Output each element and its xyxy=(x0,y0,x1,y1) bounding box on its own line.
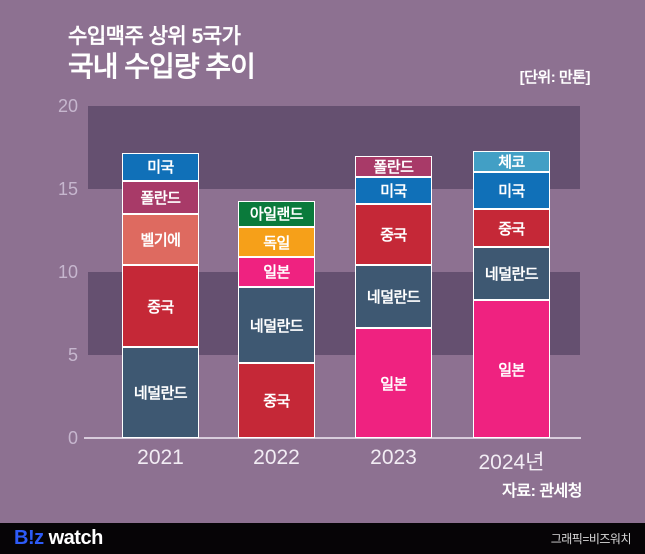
bar-segment: 네덜란드 xyxy=(122,346,199,438)
title-block: 수입맥주 상위 5국가 국내 수입량 추이 xyxy=(68,24,256,83)
footer-bar: B!z watch 그래픽=비즈워치 xyxy=(0,523,645,554)
bar-segment-label: 벨기에 xyxy=(140,232,181,250)
bar-segment: 폴란드 xyxy=(355,155,432,178)
stacked-bar-2022: 중국 네덜란드 일본 독일 아일랜드 xyxy=(238,200,315,438)
logo-biz-text: B!z xyxy=(14,527,44,549)
bar-segment-label: 일본 xyxy=(263,264,290,282)
bar-segment-label: 일본 xyxy=(498,361,525,379)
bar-segment: 미국 xyxy=(355,177,432,204)
y-axis-tick-label: 5 xyxy=(67,345,78,365)
bar-segment-label: 네덜란드 xyxy=(249,317,304,335)
y-axis-tick-label: 15 xyxy=(57,179,78,199)
bar-segment: 중국 xyxy=(122,265,199,347)
bar-segment-label: 미국 xyxy=(380,183,407,201)
graphic-credit: 그래픽=비즈워치 xyxy=(550,532,632,546)
bar-segment: 중국 xyxy=(355,203,432,266)
page-title: 국내 수입량 추이 xyxy=(68,51,256,82)
bar-segment: 일본 xyxy=(355,328,432,438)
bar-segment: 독일 xyxy=(238,227,315,258)
stacked-bar-2021: 네덜란드 중국 벨기에 폴란드 미국 xyxy=(122,152,199,438)
bar-segment: 미국 xyxy=(122,152,199,181)
bar-segment-label: 체코 xyxy=(498,154,525,172)
stacked-bar-2023: 일본 네덜란드 중국 미국 폴란드 xyxy=(355,155,432,438)
bar-segment-label: 일본 xyxy=(380,375,407,393)
bar-segment-label: 중국 xyxy=(380,227,407,245)
bar-segment: 일본 xyxy=(473,300,550,438)
bar-segment: 아일랜드 xyxy=(238,200,315,228)
bar-segment: 중국 xyxy=(473,208,550,248)
bar-segment: 네덜란드 xyxy=(473,247,550,301)
chart-plot-area: 네덜란드 중국 벨기에 폴란드 미국 중국 네덜란드 일본 독일 아일랜드 일본 네덜란드 중국 미국 폴란… xyxy=(88,106,580,438)
bar-segment-label: 미국 xyxy=(147,159,174,177)
bar-segment: 중국 xyxy=(238,363,315,438)
x-axis-line xyxy=(84,437,581,439)
y-axis-tick-label: 20 xyxy=(57,96,78,116)
bar-segment: 벨기에 xyxy=(122,213,199,266)
bar-segment-label: 폴란드 xyxy=(140,189,181,207)
bar-segment-label: 독일 xyxy=(263,234,290,252)
bar-segment: 미국 xyxy=(473,172,550,209)
x-axis-label: 2023 xyxy=(370,446,417,469)
x-axis-label: 2022 xyxy=(253,446,300,469)
bar-segment: 폴란드 xyxy=(122,180,199,214)
bar-segment: 일본 xyxy=(238,257,315,287)
y-axis-tick-label: 10 xyxy=(57,262,78,282)
bar-segment-label: 폴란드 xyxy=(373,159,414,177)
logo-watch-text: watch xyxy=(48,527,104,549)
bar-segment: 네덜란드 xyxy=(238,286,315,364)
bar-segment: 체코 xyxy=(473,150,550,173)
bar-segment-label: 중국 xyxy=(498,220,525,238)
bar-segment-label: 아일랜드 xyxy=(249,206,304,224)
bar-segment-label: 중국 xyxy=(263,393,290,411)
bar-segment-label: 네덜란드 xyxy=(484,266,539,284)
bar-segment-label: 네덜란드 xyxy=(133,384,188,402)
bar-segment: 네덜란드 xyxy=(355,265,432,329)
bar-segment-label: 네덜란드 xyxy=(366,289,421,307)
x-axis-label: 2021 xyxy=(137,446,184,469)
source-label: 자료: 관세청 xyxy=(502,483,582,500)
unit-label: [단위: 만톤] xyxy=(519,69,591,86)
bar-segment-label: 중국 xyxy=(147,298,174,316)
bar-segment-label: 미국 xyxy=(498,183,525,201)
stacked-bar-2024년: 일본 네덜란드 중국 미국 체코 xyxy=(473,150,550,438)
y-axis-tick-label: 0 xyxy=(67,428,78,448)
x-axis-label: 2024년 xyxy=(478,451,545,474)
bizwatch-logo: B!z watch xyxy=(14,527,103,550)
page-subtitle: 수입맥주 상위 5국가 xyxy=(68,25,241,48)
